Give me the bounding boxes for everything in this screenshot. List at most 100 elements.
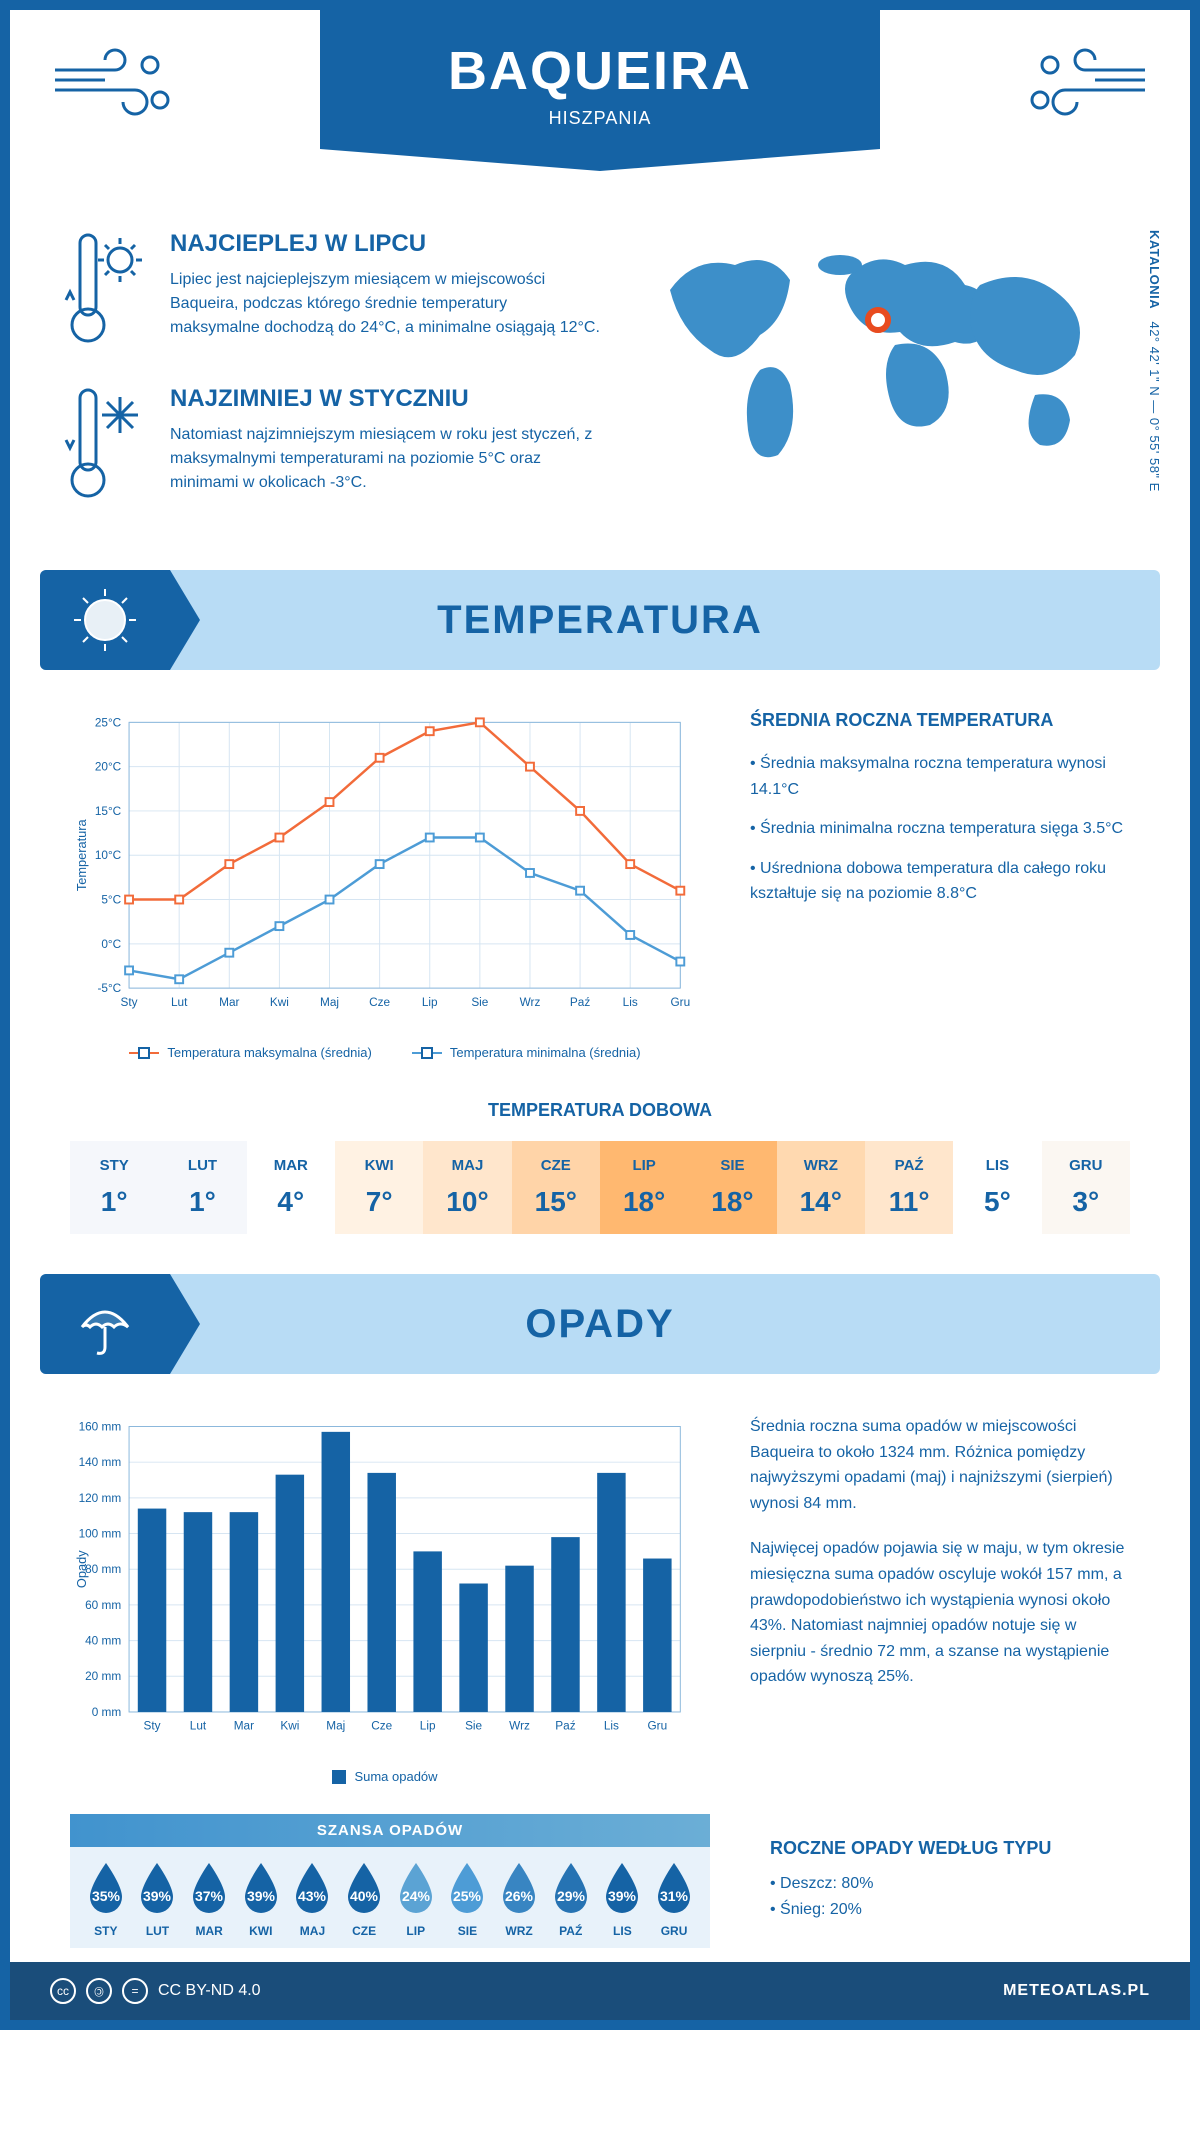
svg-text:120 mm: 120 mm — [79, 1491, 122, 1505]
svg-text:Mar: Mar — [234, 1719, 254, 1733]
wind-icon-left — [50, 40, 190, 130]
svg-text:Wrz: Wrz — [520, 995, 541, 1009]
svg-text:Maj: Maj — [320, 995, 339, 1009]
world-map: KATALONIA 42° 42' 1" N — 0° 55' 58" E — [640, 230, 1140, 540]
svg-text:40%: 40% — [350, 1888, 379, 1904]
chance-month: GRU — [652, 1924, 696, 1938]
svg-text:29%: 29% — [557, 1888, 586, 1904]
precip-types-title: ROCZNE OPADY WEDŁUG TYPU — [770, 1838, 1150, 1859]
infographic-page: BAQUEIRA HISZPANIA — [0, 0, 1200, 2030]
chance-drop: 24%LIP — [394, 1861, 438, 1938]
temp-value: 7° — [335, 1186, 423, 1218]
temperature-banner: TEMPERATURA — [40, 570, 1160, 670]
chance-month: PAŹ — [549, 1924, 593, 1938]
temp-value: 15° — [512, 1186, 600, 1218]
svg-text:Mar: Mar — [219, 995, 239, 1009]
daily-temp-cell: STY1° — [70, 1141, 158, 1234]
chance-month: MAR — [187, 1924, 231, 1938]
svg-text:37%: 37% — [195, 1888, 224, 1904]
thermometer-cold-icon — [60, 385, 150, 505]
month-label: MAR — [247, 1157, 335, 1174]
title-banner: BAQUEIRA HISZPANIA — [320, 10, 880, 149]
month-label: MAJ — [423, 1157, 511, 1174]
svg-text:Wrz: Wrz — [509, 1719, 530, 1733]
license-text: CC BY-ND 4.0 — [158, 1982, 261, 2000]
svg-text:Lis: Lis — [604, 1719, 619, 1733]
daily-temp-cell: KWI 7° — [335, 1141, 423, 1234]
month-label: CZE — [512, 1157, 600, 1174]
svg-text:5°C: 5°C — [101, 892, 121, 906]
svg-text:Lut: Lut — [171, 995, 188, 1009]
month-label: LIS — [953, 1157, 1041, 1174]
by-icon: 🄯 — [86, 1978, 112, 2004]
precip-legend-label: Suma opadów — [354, 1769, 437, 1784]
temp-value: 4° — [247, 1186, 335, 1218]
daily-temp-cell: MAJ10° — [423, 1141, 511, 1234]
chance-month: MAJ — [290, 1924, 334, 1938]
svg-text:Lip: Lip — [422, 995, 438, 1009]
svg-text:100 mm: 100 mm — [79, 1526, 122, 1540]
coldest-text: Natomiast najzimniejszym miesiącem w rok… — [170, 423, 600, 495]
svg-text:Temperatura: Temperatura — [74, 818, 89, 891]
daily-temp-cell: GRU 3° — [1042, 1141, 1130, 1234]
precipitation-content: 0 mm20 mm40 mm60 mm80 mm100 mm120 mm140 … — [10, 1374, 1190, 1804]
temperature-sidebar: ŚREDNIA ROCZNA TEMPERATURA • Średnia mak… — [750, 710, 1130, 1060]
month-label: LIP — [600, 1157, 688, 1174]
temperature-legend: Temperatura maksymalna (średnia) Tempera… — [70, 1045, 700, 1060]
month-label: STY — [70, 1157, 158, 1174]
site-name: METEOATLAS.PL — [1003, 1982, 1150, 2000]
svg-text:20 mm: 20 mm — [85, 1669, 121, 1683]
svg-text:80 mm: 80 mm — [85, 1562, 121, 1576]
precipitation-bar-chart: 0 mm20 mm40 mm60 mm80 mm100 mm120 mm140 … — [70, 1414, 700, 1754]
coldest-block: NAJZIMNIEJ W STYCZNIU Natomiast najzimni… — [60, 385, 600, 505]
svg-text:Sty: Sty — [121, 995, 138, 1009]
legend-min-label: Temperatura minimalna (średnia) — [450, 1045, 641, 1060]
temp-value: 3° — [1042, 1186, 1130, 1218]
svg-text:0 mm: 0 mm — [92, 1705, 122, 1719]
temp-value: 18° — [688, 1186, 776, 1218]
svg-text:Gru: Gru — [670, 995, 690, 1009]
svg-text:Maj: Maj — [326, 1719, 345, 1733]
svg-text:31%: 31% — [660, 1888, 689, 1904]
intro-section: NAJCIEPLEJ W LIPCU Lipiec jest najcieple… — [10, 190, 1190, 570]
chance-month: LIP — [394, 1924, 438, 1938]
chance-month: SIE — [445, 1924, 489, 1938]
svg-text:Opady: Opady — [74, 1550, 89, 1588]
precip-summary-1: Średnia roczna suma opadów w miejscowośc… — [750, 1414, 1130, 1516]
svg-text:Sty: Sty — [144, 1719, 161, 1733]
svg-text:35%: 35% — [92, 1888, 121, 1904]
chance-drop: 35%STY — [84, 1861, 128, 1938]
svg-text:-5°C: -5°C — [97, 981, 121, 995]
temperature-line-chart: -5°C0°C5°C10°C15°C20°C25°CStyLutMarKwiMa… — [70, 710, 700, 1030]
chance-drop: 39% KWI — [239, 1861, 283, 1938]
svg-text:Cze: Cze — [369, 995, 390, 1009]
daily-temp-cell: SIE 18° — [688, 1141, 776, 1234]
svg-text:39%: 39% — [247, 1888, 276, 1904]
daily-temp-cell: LIP 18° — [600, 1141, 688, 1234]
avg-temp-item: • Średnia maksymalna roczna temperatura … — [750, 751, 1130, 802]
temp-value: 14° — [777, 1186, 865, 1218]
svg-text:Lis: Lis — [623, 995, 638, 1009]
svg-text:40 mm: 40 mm — [85, 1634, 121, 1648]
svg-text:39%: 39% — [143, 1888, 172, 1904]
chance-drop: 37% MAR — [187, 1861, 231, 1938]
chance-drop: 39%LIS — [600, 1861, 644, 1938]
header: BAQUEIRA HISZPANIA — [10, 10, 1190, 190]
svg-text:10°C: 10°C — [95, 848, 122, 862]
precipitation-legend: Suma opadów — [70, 1769, 700, 1784]
temp-value: 18° — [600, 1186, 688, 1218]
month-label: SIE — [688, 1157, 776, 1174]
coordinates: KATALONIA 42° 42' 1" N — 0° 55' 58" E — [1147, 230, 1162, 492]
month-label: GRU — [1042, 1157, 1130, 1174]
chance-month: WRZ — [497, 1924, 541, 1938]
coldest-title: NAJZIMNIEJ W STYCZNIU — [170, 385, 600, 413]
month-label: KWI — [335, 1157, 423, 1174]
chance-month: KWI — [239, 1924, 283, 1938]
temp-value: 1° — [158, 1186, 246, 1218]
month-label: LUT — [158, 1157, 246, 1174]
avg-temp-item: • Uśredniona dobowa temperatura dla całe… — [750, 856, 1130, 907]
precip-summary-2: Najwięcej opadów pojawia się w maju, w t… — [750, 1536, 1130, 1690]
svg-text:Cze: Cze — [371, 1719, 392, 1733]
svg-text:25%: 25% — [453, 1888, 482, 1904]
sun-icon — [70, 585, 140, 655]
